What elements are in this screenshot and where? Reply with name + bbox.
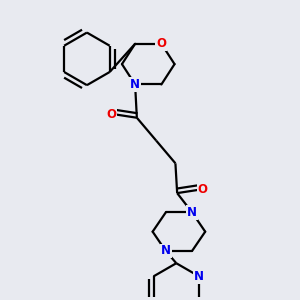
Text: N: N: [187, 206, 197, 219]
Text: N: N: [194, 270, 204, 283]
Text: O: O: [198, 183, 208, 196]
Text: N: N: [130, 78, 140, 91]
Text: O: O: [106, 108, 116, 121]
Text: N: N: [161, 244, 171, 257]
Text: O: O: [156, 37, 167, 50]
